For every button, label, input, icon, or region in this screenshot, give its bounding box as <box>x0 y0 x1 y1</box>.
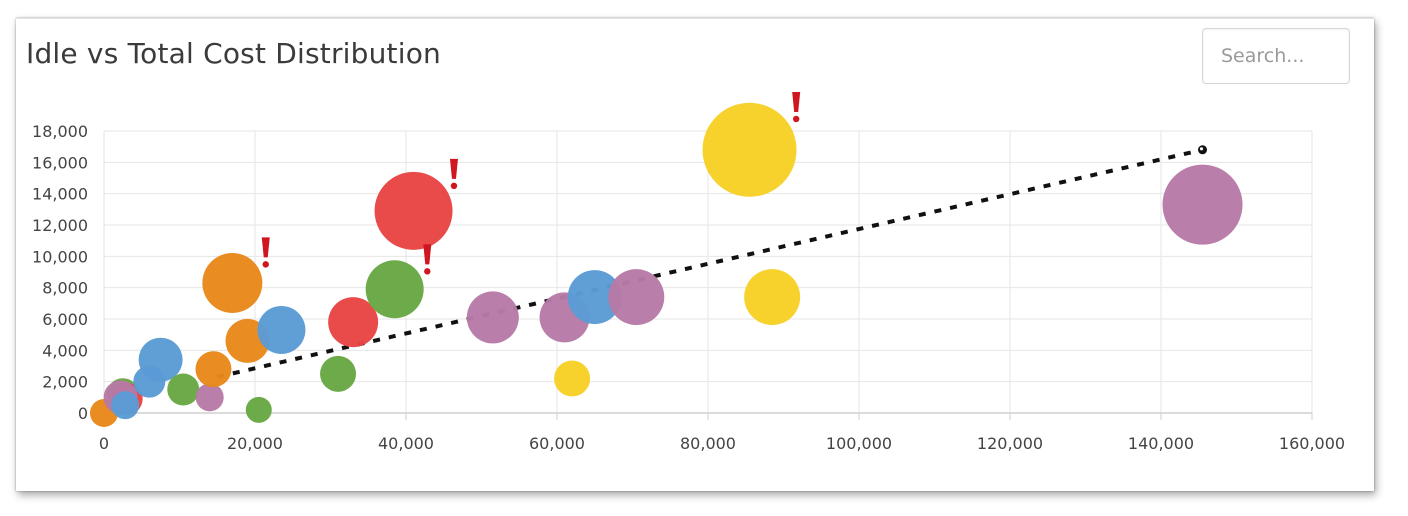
warning-flag-dot <box>262 261 269 268</box>
y-tick-label: 2,000 <box>42 373 88 392</box>
warning-flag-bar <box>792 91 801 112</box>
y-tick-label: 4,000 <box>42 341 88 360</box>
warning-flag-bar <box>423 244 432 265</box>
x-tick-label: 100,000 <box>826 434 892 453</box>
warning-flag-bar <box>449 158 458 179</box>
bubble-chart: 0 2,000 4,000 6,000 8,000 10,000 12,000 14,000 1… <box>32 91 1345 453</box>
bubble-point <box>365 260 424 319</box>
bubble-point <box>328 297 379 348</box>
y-tick-label: 18,000 <box>32 122 88 141</box>
warning-flag-dot <box>424 268 431 275</box>
warning-flag-dot <box>450 182 458 190</box>
y-tick-label: 16,000 <box>32 153 88 172</box>
bubble-point <box>245 396 272 423</box>
bubble-point <box>257 305 306 354</box>
bubble-point <box>320 355 357 392</box>
y-tick-label: 12,000 <box>32 216 88 235</box>
bubble-point <box>744 269 801 326</box>
x-tick-label: 140,000 <box>1128 434 1194 453</box>
chart-bubbles <box>90 102 1243 427</box>
search-input[interactable] <box>1202 28 1350 84</box>
bubble-point <box>111 391 140 420</box>
y-tick-label: 0 <box>78 404 88 423</box>
bubble-point <box>195 383 224 412</box>
y-tick-label: 8,000 <box>42 279 88 298</box>
warning-flag-bar <box>261 237 270 258</box>
bubble-point <box>554 360 591 397</box>
bubble-point <box>138 337 183 382</box>
bubble-point <box>202 252 263 313</box>
bubble-point <box>1162 164 1243 245</box>
trendline <box>216 145 1208 379</box>
y-tick-label: 6,000 <box>42 310 88 329</box>
chart-grid <box>104 130 1313 413</box>
chart-card: Idle vs Total Cost Distribution 0 2,000 4,… <box>16 18 1374 491</box>
chart-tick-labels: 0 2,000 4,000 6,000 8,000 10,000 12,000 14,000 1… <box>32 122 1345 453</box>
bubble-point <box>702 102 797 197</box>
x-tick-label: 120,000 <box>977 434 1043 453</box>
bubble-point <box>567 270 622 325</box>
bubble-point <box>466 291 519 344</box>
x-tick-label: 0 <box>99 434 109 453</box>
y-tick-label: 10,000 <box>32 247 88 266</box>
warning-flag-dot <box>792 115 800 123</box>
chart-flags <box>261 91 801 275</box>
x-tick-label: 20,000 <box>227 434 283 453</box>
y-tick-label: 14,000 <box>32 185 88 204</box>
bubble-point <box>195 351 232 388</box>
bubble-point <box>374 171 453 250</box>
trendline-end-marker-highlight <box>1199 147 1204 151</box>
x-tick-label: 80,000 <box>680 434 736 453</box>
x-tick-label: 60,000 <box>529 434 585 453</box>
x-tick-label: 160,000 <box>1279 434 1345 453</box>
x-tick-label: 40,000 <box>378 434 434 453</box>
bubble-point <box>167 373 200 406</box>
page-title: Idle vs Total Cost Distribution <box>26 37 441 70</box>
bubble-point <box>608 269 665 326</box>
